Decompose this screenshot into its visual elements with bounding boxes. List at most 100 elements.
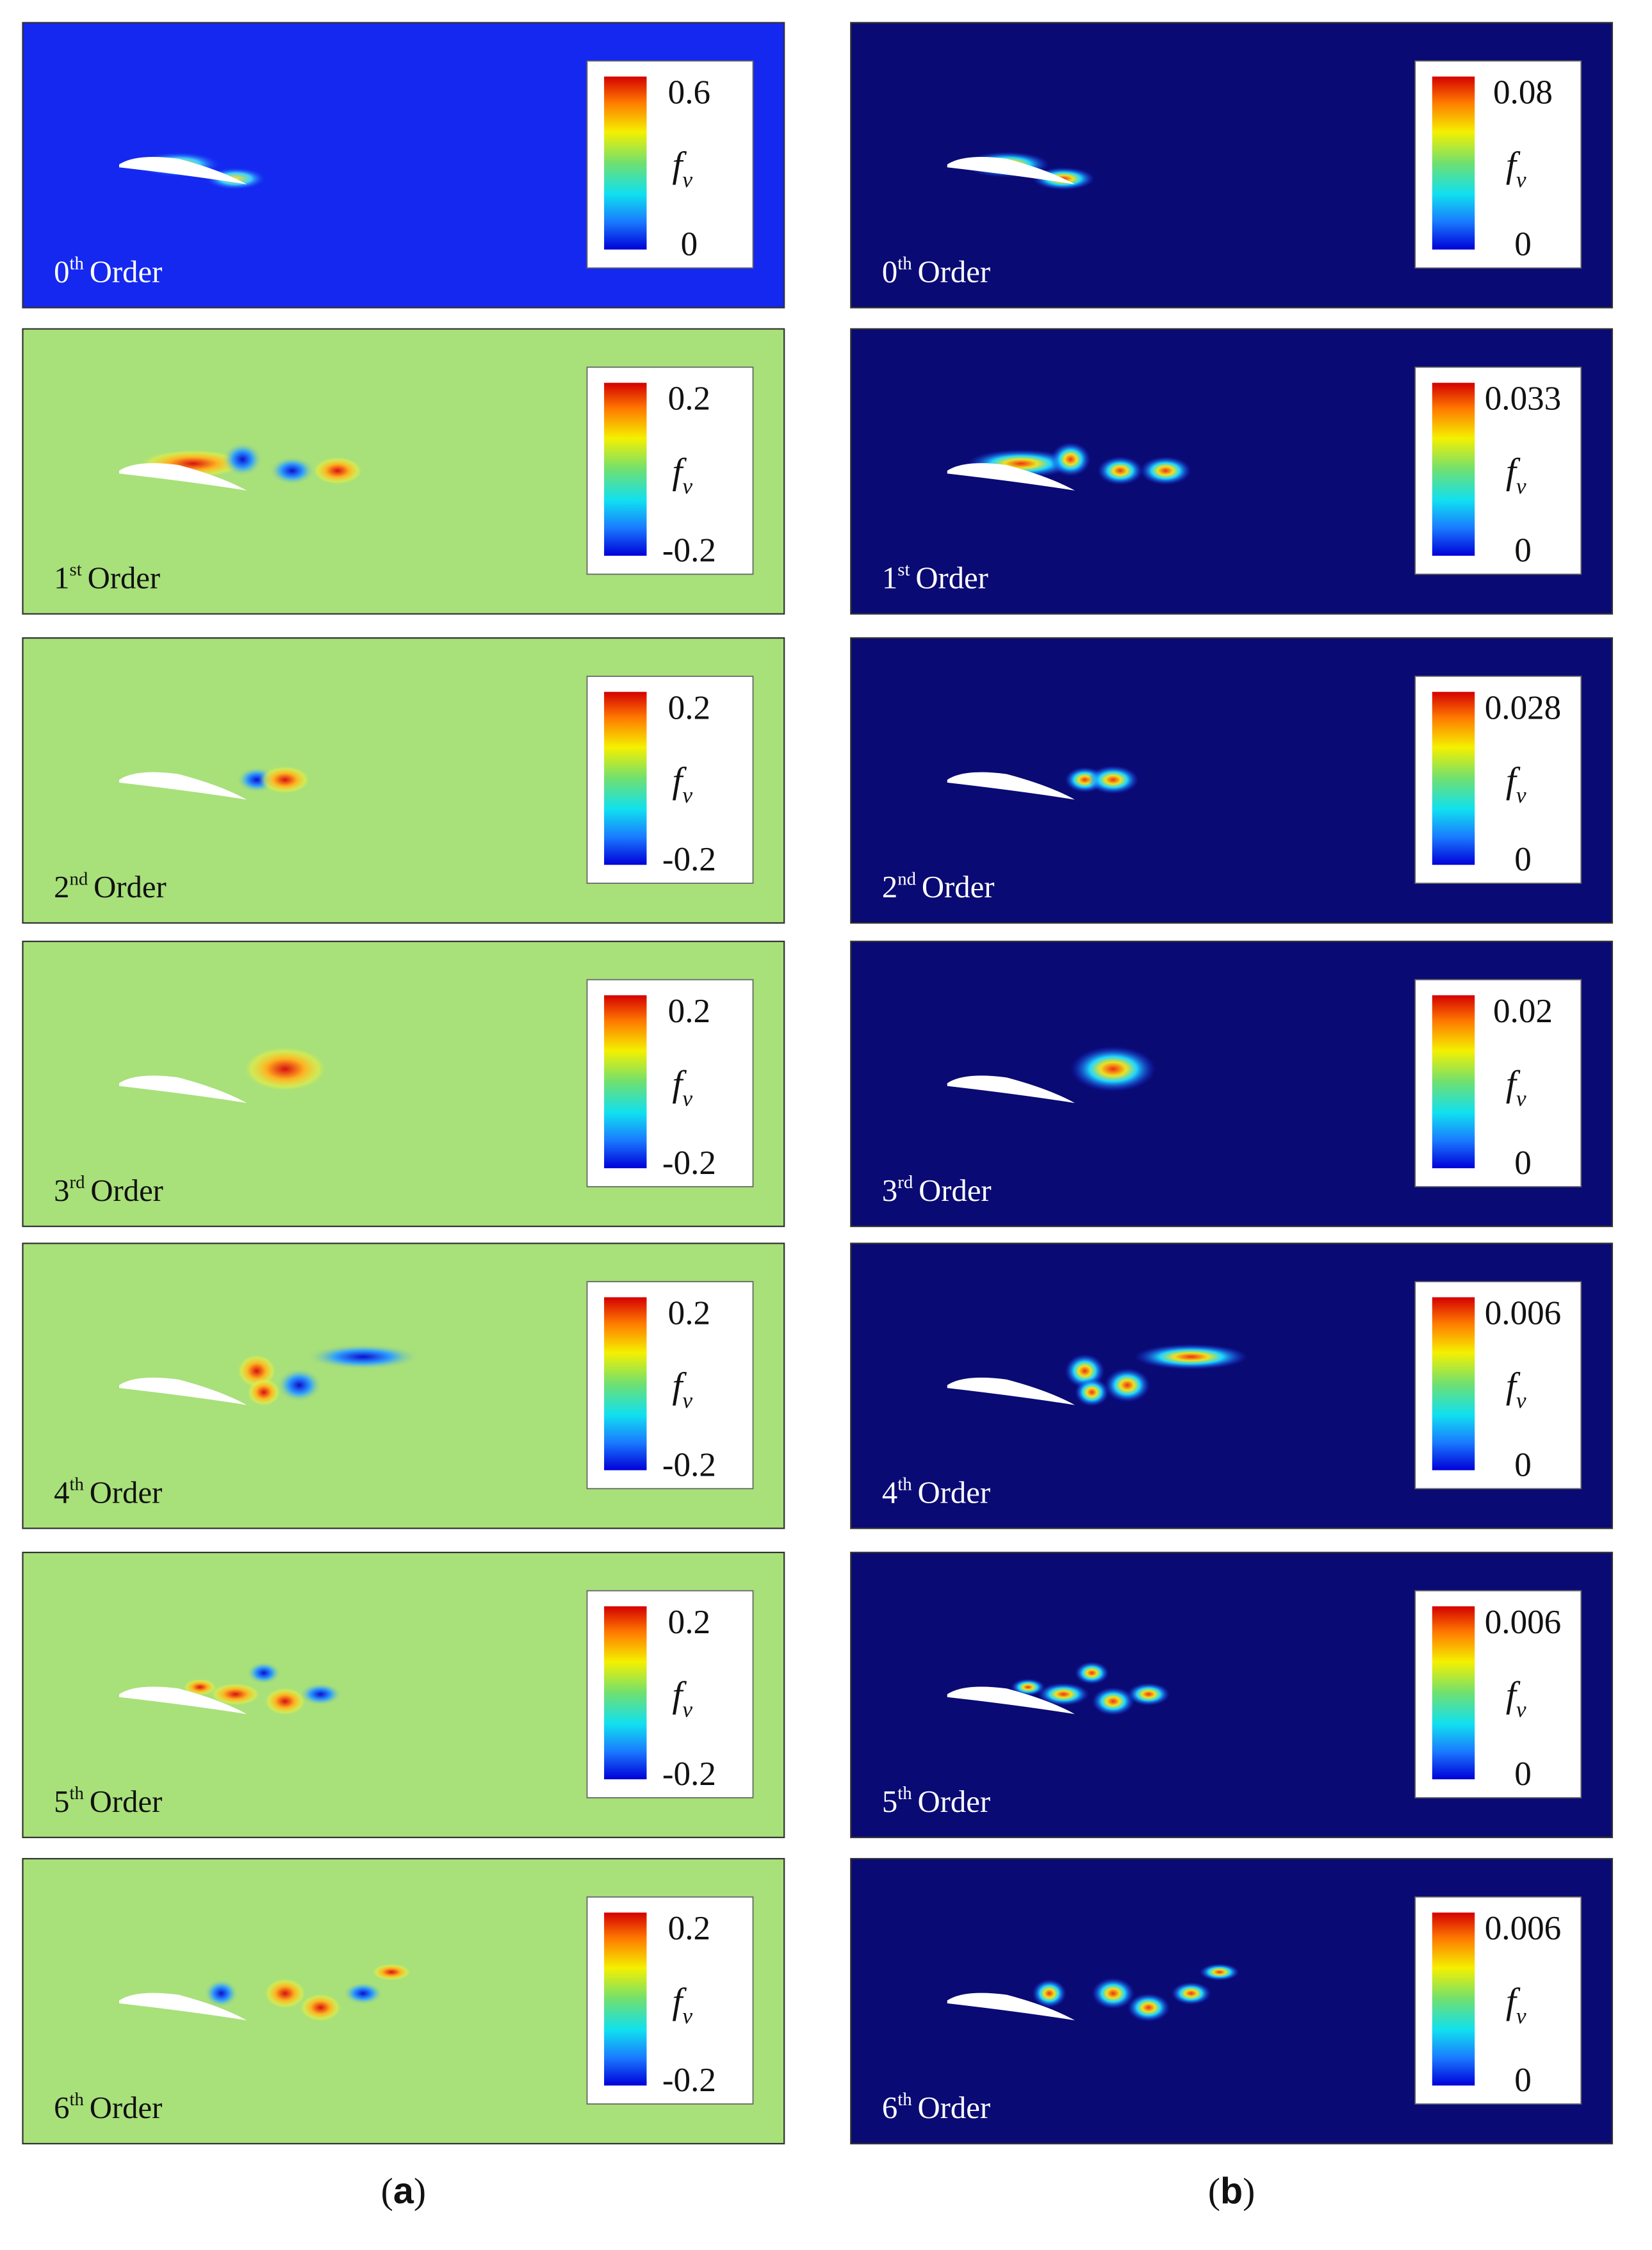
order-suffix: th xyxy=(897,254,912,274)
symbol-subscript: v xyxy=(1516,2003,1526,2028)
colorbar xyxy=(604,1297,647,1471)
colorbar xyxy=(1432,382,1475,556)
symbol-subscript: v xyxy=(682,1387,692,1413)
order-suffix: th xyxy=(897,2089,912,2110)
order-number: 4 xyxy=(54,1475,69,1510)
label-open: ( xyxy=(1208,2171,1220,2212)
colorbar-max: 0.2 xyxy=(668,689,710,726)
colorbar xyxy=(1432,692,1475,865)
colorbar-max: 0.006 xyxy=(1485,1910,1561,1947)
order-suffix: th xyxy=(70,1474,84,1495)
order-number: 1 xyxy=(882,561,897,596)
colorbar xyxy=(604,1912,647,2086)
order-label: 5th Order xyxy=(54,1783,162,1819)
order-word: Order xyxy=(918,2091,991,2125)
symbol-subscript: v xyxy=(1516,473,1526,498)
colorbar-max: 0.08 xyxy=(1493,74,1553,111)
airfoil xyxy=(119,1686,247,1715)
flow-structure xyxy=(343,1982,383,2005)
colorbar xyxy=(604,692,647,865)
colorbar-min: -0.2 xyxy=(662,1756,716,1793)
symbol-subscript: v xyxy=(682,1086,692,1111)
flow-structure xyxy=(1171,1982,1211,2005)
colorbar-min: 0 xyxy=(1514,1145,1532,1182)
flow-structure xyxy=(1140,456,1191,485)
colorbar-min: 0 xyxy=(1514,841,1532,878)
flow-structure xyxy=(312,456,363,485)
order-label: 3rd Order xyxy=(882,1172,992,1208)
colorbar-min: 0 xyxy=(1514,1756,1532,1793)
colorbar-max: 0.006 xyxy=(1485,1604,1561,1641)
symbol-subscript: v xyxy=(682,167,692,192)
flow-structure xyxy=(1092,1687,1134,1716)
colorbar xyxy=(604,1606,647,1780)
colorbar xyxy=(604,382,647,556)
order-word: Order xyxy=(918,1784,991,1819)
order-suffix: nd xyxy=(70,868,88,889)
flow-structure xyxy=(1199,1963,1239,1981)
colorbar-min: 0 xyxy=(681,225,698,263)
colorbar-max: 0.2 xyxy=(668,1295,710,1332)
colorbar xyxy=(1432,995,1475,1169)
flow-structure xyxy=(247,1661,281,1684)
order-suffix: st xyxy=(897,560,910,580)
label-open: ( xyxy=(381,2171,393,2212)
order-number: 2 xyxy=(54,870,69,904)
order-label: 3rd Order xyxy=(54,1172,163,1208)
colorbar-max: 0.2 xyxy=(668,380,710,418)
order-label: 2nd Order xyxy=(54,868,167,904)
flow-structure xyxy=(276,1368,322,1403)
order-word: Order xyxy=(915,561,988,596)
order-label: 4th Order xyxy=(882,1474,990,1510)
colorbar-min: 0 xyxy=(1514,2062,1532,2099)
airfoil xyxy=(947,1686,1075,1715)
order-label: 4th Order xyxy=(54,1474,162,1510)
airfoil xyxy=(947,772,1075,800)
colorbar-min: -0.2 xyxy=(662,1145,716,1182)
flow-structure xyxy=(259,765,311,794)
flow-structure xyxy=(204,1979,238,2008)
flow-structure xyxy=(1070,1046,1156,1092)
order-suffix: st xyxy=(70,560,82,580)
colorbar xyxy=(1432,1297,1475,1471)
order-number: 3 xyxy=(54,1173,69,1208)
order-number: 5 xyxy=(882,1784,897,1819)
flow-structure xyxy=(269,456,315,485)
symbol-subscript: v xyxy=(682,473,692,498)
colorbar-max: 0.02 xyxy=(1493,993,1553,1030)
colorbar xyxy=(604,995,647,1169)
airfoil xyxy=(119,1075,247,1104)
order-label: 5th Order xyxy=(882,1783,990,1819)
order-word: Order xyxy=(919,1173,992,1208)
flow-structure xyxy=(1032,1979,1067,2008)
flow-structure xyxy=(1127,1683,1170,1706)
order-number: 5 xyxy=(54,1784,69,1819)
order-suffix: th xyxy=(70,1783,84,1804)
column-label: (a) xyxy=(381,2171,426,2212)
order-suffix: rd xyxy=(70,1172,86,1193)
order-suffix: th xyxy=(70,2089,84,2110)
colorbar-min: 0 xyxy=(1514,225,1532,263)
flow-structure xyxy=(242,1046,328,1092)
order-number: 6 xyxy=(882,2091,897,2125)
colorbar-max: 0.6 xyxy=(668,74,710,111)
colorbar-min: -0.2 xyxy=(662,2062,716,2099)
order-word: Order xyxy=(918,255,991,289)
order-word: Order xyxy=(918,1475,991,1510)
colorbar-max: 0.2 xyxy=(668,1604,710,1641)
order-label: 0th Order xyxy=(54,254,162,289)
flow-structure xyxy=(247,1378,281,1406)
label-close: ) xyxy=(1243,2171,1255,2212)
label-letter: b xyxy=(1220,2171,1243,2212)
colorbar-max: 0.028 xyxy=(1485,689,1561,726)
label-letter: a xyxy=(393,2171,414,2212)
airfoil xyxy=(947,1377,1075,1405)
